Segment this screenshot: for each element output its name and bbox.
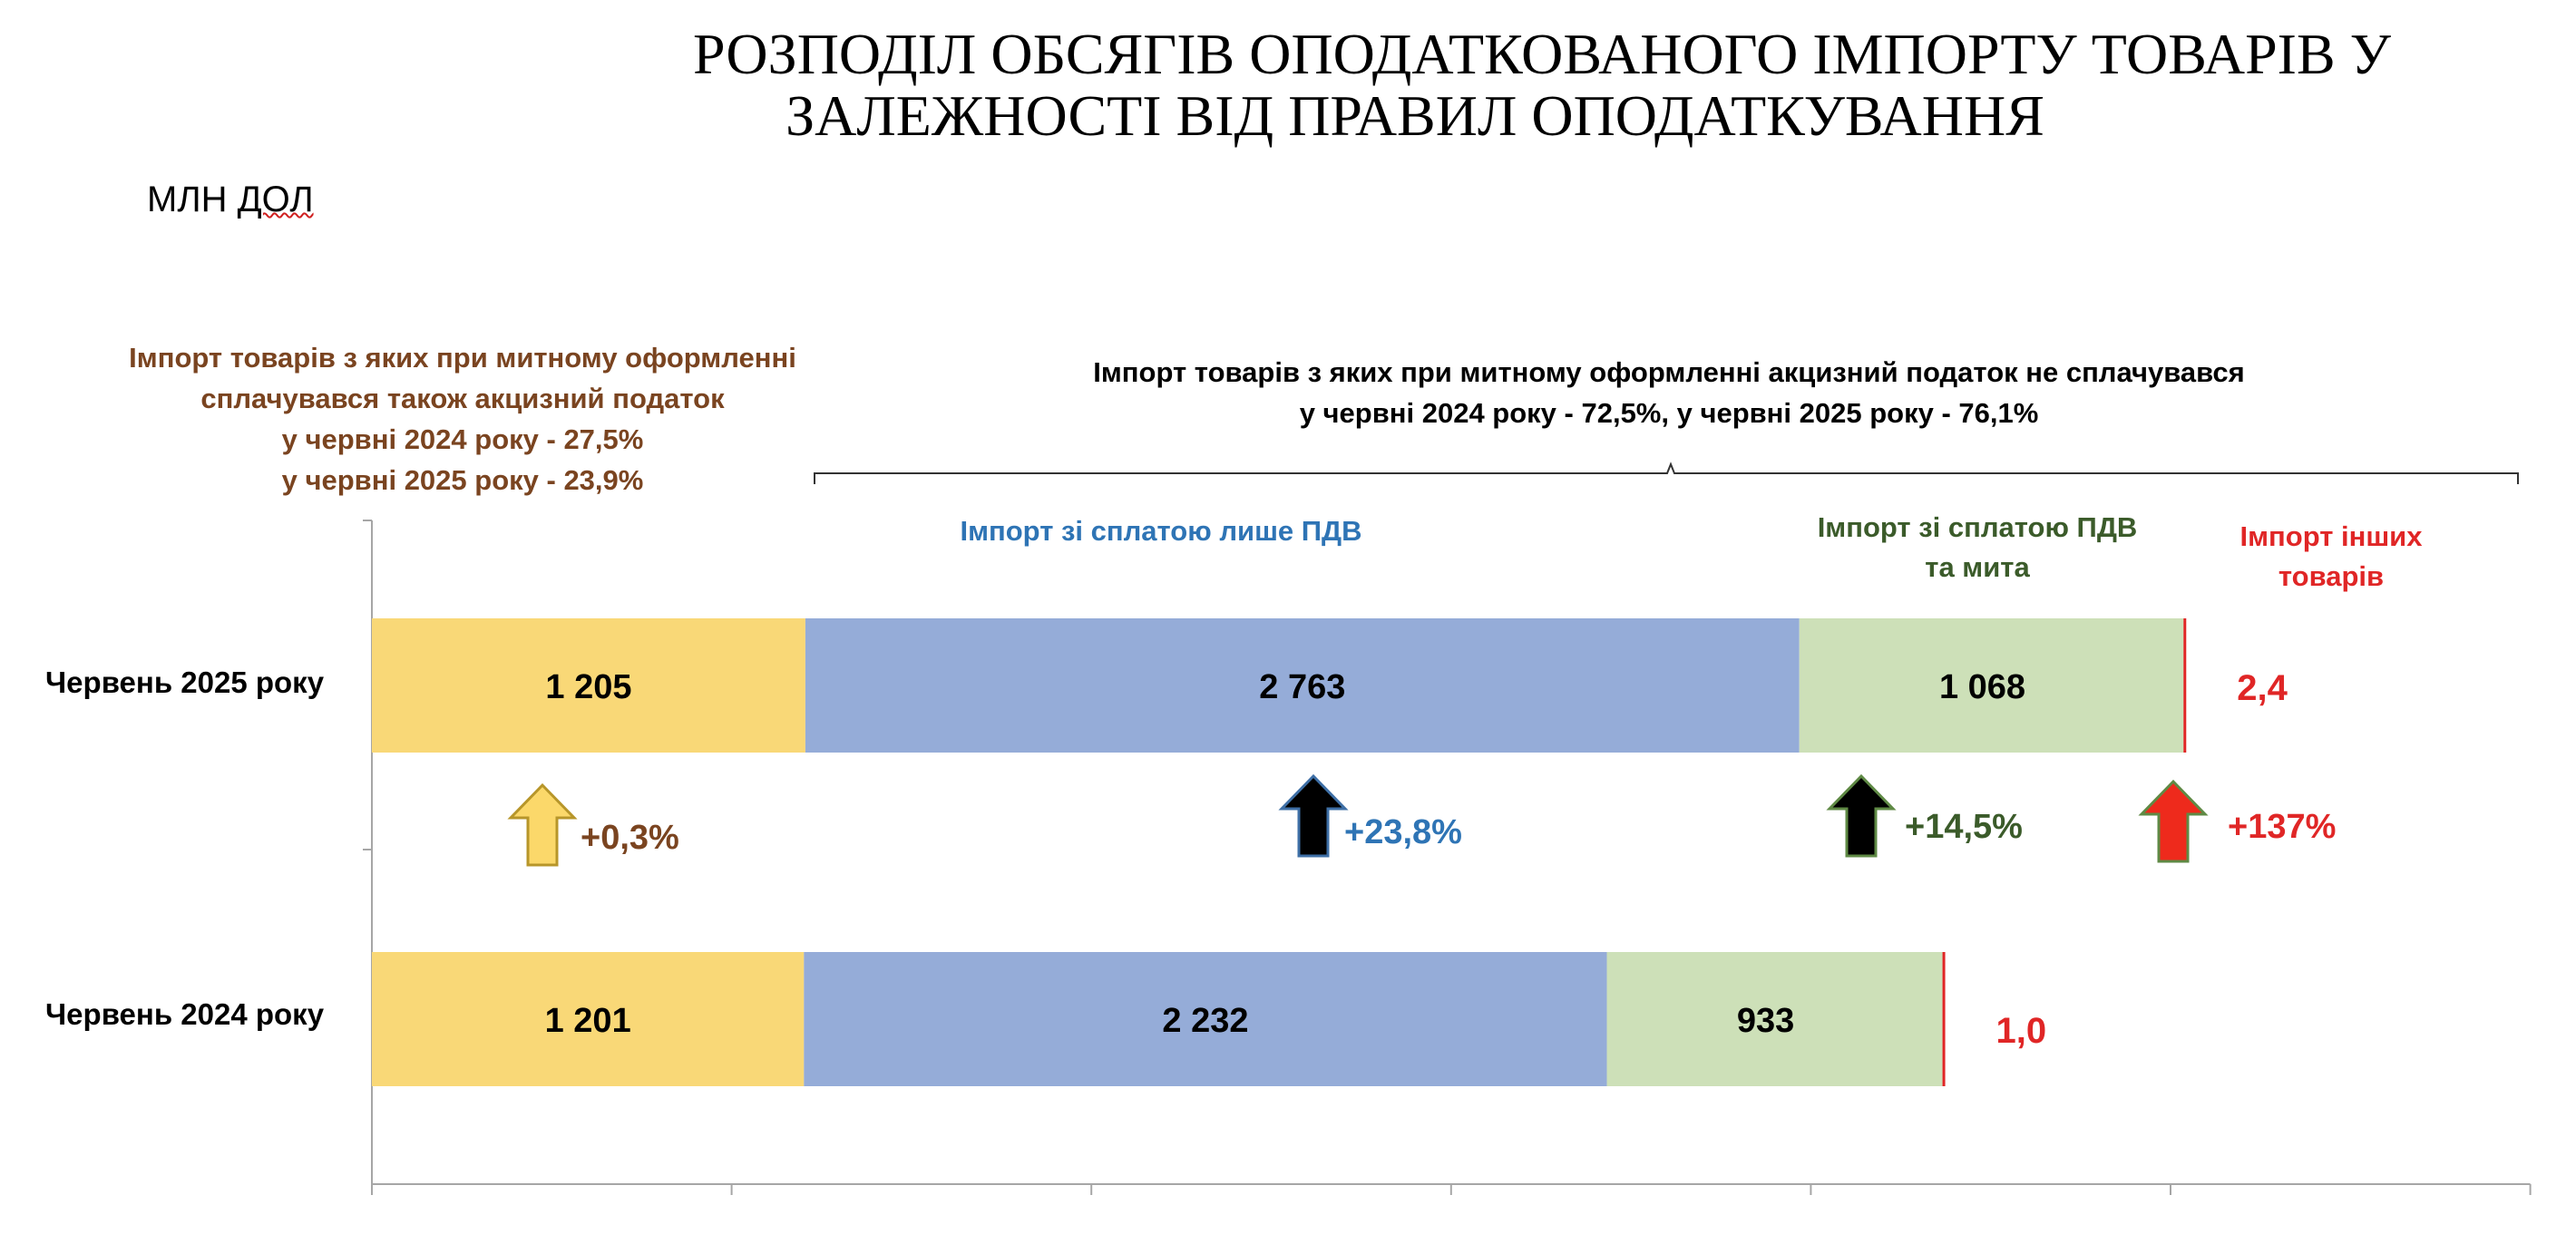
data-label-vat_only: 2 232: [1162, 1002, 1248, 1040]
bar-vat_duty: [1606, 952, 1943, 1086]
caption-other: Імпорт інших товарів: [2186, 517, 2476, 597]
change-label-vat_duty: +14,5%: [1905, 808, 2023, 846]
units-label-part1: МЛН: [147, 180, 238, 219]
caption-vat-duty-line2: та мита: [1925, 551, 2030, 583]
excise-note-line1: Імпорт товарів з яких при митному оформл…: [129, 342, 796, 374]
change-arrows: +0,3% +23,8% +14,5% +137%: [507, 773, 2336, 867]
category-label-2024: Червень 2024 року: [45, 997, 325, 1031]
change-label-other: +137%: [2228, 808, 2336, 846]
non-excise-note-line2: у червні 2024 року - 72,5%, у червні 202…: [1299, 397, 2039, 429]
units-label: МЛН ДОЛ: [147, 180, 314, 220]
caption-vat-duty: Імпорт зі сплатою ПДВ та мита: [1778, 508, 2177, 588]
non-excise-brace: [814, 462, 2519, 484]
units-label-part2: ДОЛ: [237, 180, 314, 219]
chart-bars: 1 205 2 763 1 068 2,4 1 201 2 232 933 1,0: [372, 618, 2288, 1086]
bar-other: [1942, 952, 1946, 1086]
chart-title-line1: РОЗПОДІЛ ОБСЯГІВ ОПОДАТКОВАНОГО ІМПОРТУ …: [693, 22, 2391, 86]
bar-vat_duty: [1799, 618, 2184, 753]
caption-other-line1: Імпорт інших: [2239, 520, 2423, 552]
data-label-excise: 1 201: [545, 1002, 631, 1040]
non-excise-note: Імпорт товарів з яких при митному оформл…: [980, 352, 2358, 433]
bar-excise: [372, 952, 805, 1086]
chart-title-line2: ЗАЛЕЖНОСТІ ВІД ПРАВИЛ ОПОДАТКУВАННЯ: [785, 83, 2044, 148]
data-label-other: 2,4: [2237, 668, 2288, 708]
caption-vat-only-text: Імпорт зі сплатою лише ПДВ: [960, 515, 1362, 547]
change-label-vat_only: +23,8%: [1344, 813, 1462, 851]
caption-other-line2: товарів: [2278, 560, 2385, 592]
bar-excise: [372, 618, 805, 753]
bar-other: [2183, 618, 2187, 753]
arrow-up-icon: [1278, 773, 1349, 858]
excise-note-line4: у червні 2025 року - 23,9%: [281, 464, 644, 496]
arrow-up-icon: [1826, 773, 1897, 858]
category-label-2025: Червень 2025 року: [45, 666, 325, 699]
arrow-up-icon: [2138, 779, 2209, 863]
excise-note-line2: сплачувався також акцизний податок: [200, 383, 725, 414]
change-label-excise: +0,3%: [581, 819, 679, 857]
bar-vat_only: [804, 952, 1607, 1086]
data-label-excise: 1 205: [545, 668, 631, 706]
chart-title: РОЗПОДІЛ ОБСЯГІВ ОПОДАТКОВАНОГО ІМПОРТУ …: [0, 24, 2576, 147]
non-excise-note-line1: Імпорт товарів з яких при митному оформл…: [1093, 356, 2245, 388]
bar-vat_only: [805, 618, 1800, 753]
data-label-vat_duty: 933: [1737, 1002, 1794, 1040]
excise-note: Імпорт товарів з яких при митному оформл…: [54, 337, 871, 500]
excise-note-line3: у червні 2024 року - 27,5%: [281, 423, 644, 455]
data-label-other: 1,0: [1996, 1011, 2047, 1051]
caption-vat-only: Імпорт зі сплатою лише ПДВ: [844, 511, 1478, 551]
data-label-vat_duty: 1 068: [1939, 668, 2025, 706]
caption-vat-duty-line1: Імпорт зі сплатою ПДВ: [1817, 511, 2138, 543]
arrow-up-icon: [507, 782, 578, 867]
data-label-vat_only: 2 763: [1259, 668, 1345, 706]
